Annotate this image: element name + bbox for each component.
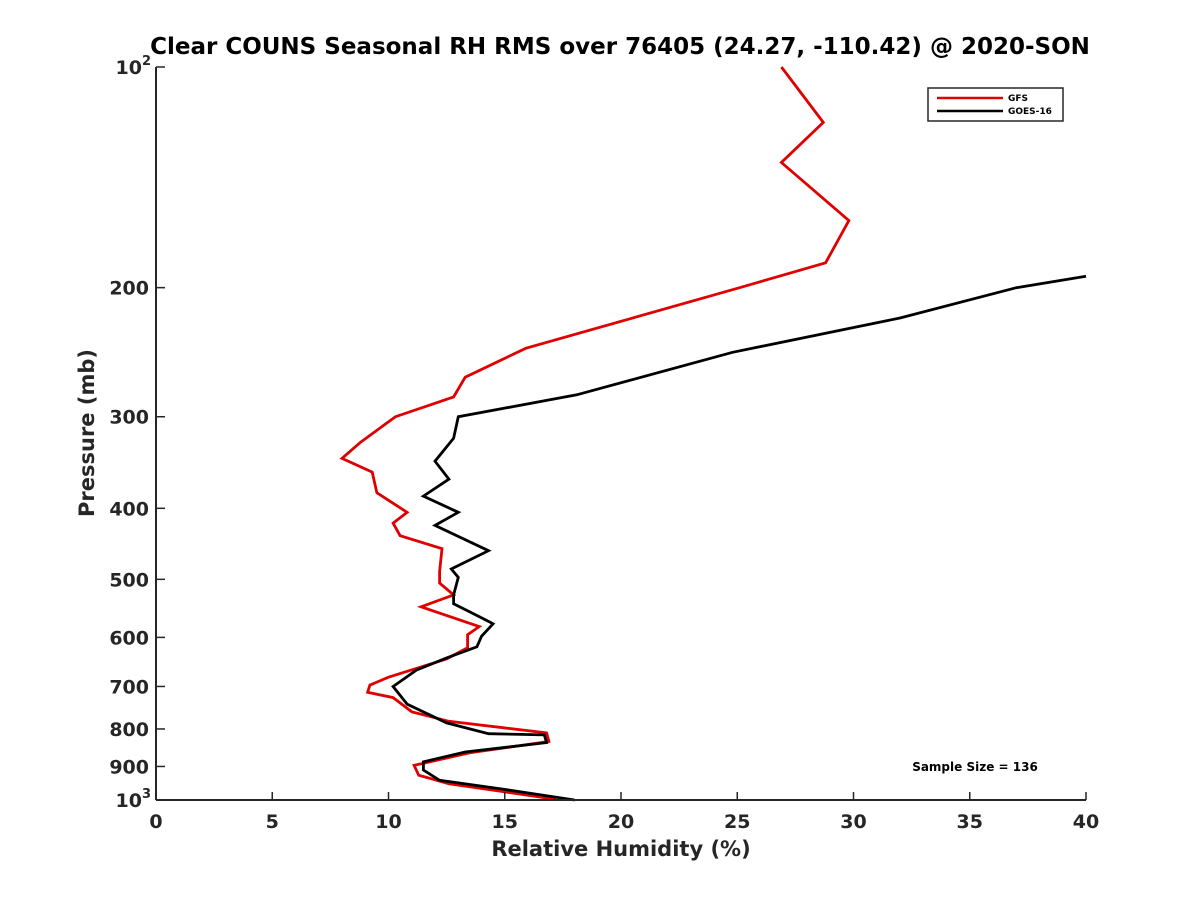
series-line-gfs [339, 66, 851, 801]
y-axis-label: Pressure (mb) [75, 349, 99, 517]
y-tick-label: 400 [109, 498, 149, 520]
x-tick-label: 35 [957, 811, 983, 833]
y-tick-label: 200 [109, 278, 149, 300]
x-tick-label: 15 [492, 811, 518, 833]
x-ticks: 0 5 10 15 20 25 30 35 40 [149, 792, 1099, 833]
sample-size-annotation: Sample Size = 136 [912, 760, 1038, 774]
y-tick-label: 10 [116, 790, 142, 812]
series-layer [339, 66, 1087, 802]
y-tick-label: 10 [116, 57, 142, 79]
x-tick-label: 40 [1073, 811, 1099, 833]
x-tick-label: 30 [840, 811, 866, 833]
y-tick-exponent: 2 [142, 54, 151, 69]
legend: GFS GOES-16 [927, 87, 1064, 122]
y-tick-label: 500 [109, 569, 149, 591]
x-tick-label: 25 [724, 811, 750, 833]
series-line-goes16 [391, 274, 1087, 802]
x-tick-label: 0 [149, 811, 162, 833]
x-axis-label: Relative Humidity (%) [491, 837, 750, 861]
y-tick-label: 300 [109, 407, 149, 429]
y-tick-label: 900 [109, 756, 149, 778]
y-tick-exponent: 3 [142, 787, 151, 802]
y-tick-label: 600 [109, 627, 149, 649]
chart-title: Clear COUNS Seasonal RH RMS over 76405 (… [150, 34, 1090, 60]
x-tick-label: 20 [608, 811, 634, 833]
y-tick-label: 700 [109, 676, 149, 698]
y-tick-label: 800 [109, 719, 149, 741]
legend-label-goes16: GOES-16 [1008, 107, 1052, 117]
x-tick-label: 10 [375, 811, 401, 833]
legend-box [927, 87, 1064, 122]
legend-label-gfs: GFS [1008, 94, 1028, 104]
x-tick-label: 5 [266, 811, 279, 833]
